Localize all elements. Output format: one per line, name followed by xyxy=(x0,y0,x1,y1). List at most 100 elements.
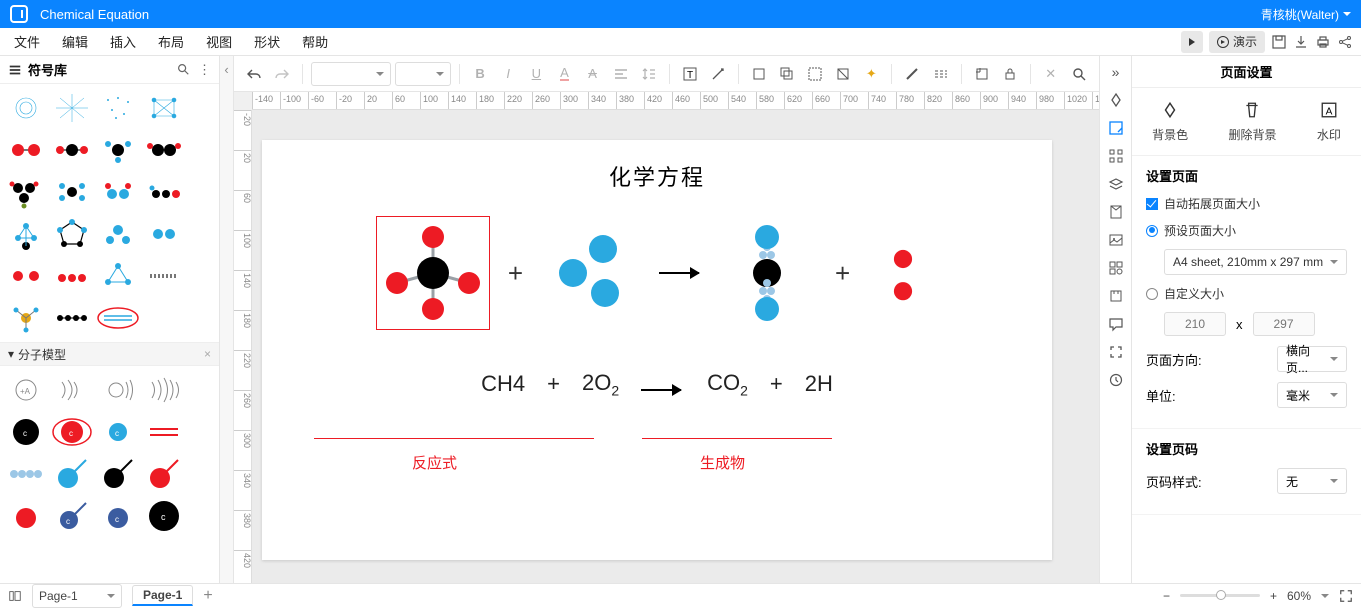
gradient-button[interactable] xyxy=(831,61,855,87)
page-tab[interactable]: Page-1 xyxy=(132,585,193,606)
shape-thumb[interactable] xyxy=(50,256,94,296)
present-button[interactable]: 演示 xyxy=(1209,31,1265,53)
shape-thumb[interactable] xyxy=(50,88,94,128)
menu-edit[interactable]: 编辑 xyxy=(62,32,88,51)
search-canvas-button[interactable] xyxy=(1067,61,1091,87)
shape-thumb[interactable] xyxy=(4,454,48,494)
connector-button[interactable] xyxy=(706,61,730,87)
share-icon[interactable] xyxy=(1337,34,1353,50)
shadow-button[interactable] xyxy=(775,61,799,87)
underline-button[interactable]: U xyxy=(524,61,548,87)
menu-view[interactable]: 视图 xyxy=(206,32,232,51)
font-family-select[interactable] xyxy=(311,62,391,86)
save-icon[interactable] xyxy=(1271,34,1287,50)
font-color-button[interactable]: A xyxy=(552,61,576,87)
slideshow-button[interactable] xyxy=(1181,31,1203,53)
shape-thumb[interactable]: c xyxy=(96,496,140,536)
preset-size-radio[interactable]: 预设页面大小 xyxy=(1146,222,1347,239)
zoom-slider[interactable] xyxy=(1180,594,1260,597)
shape-thumb[interactable] xyxy=(96,256,140,296)
outline-toggle[interactable] xyxy=(8,589,22,603)
history-icon[interactable] xyxy=(1106,370,1126,390)
canvas[interactable]: 化学方程 xyxy=(252,110,1099,583)
tools-button[interactable]: ✕ xyxy=(1039,61,1063,87)
shape-thumb[interactable] xyxy=(4,172,48,212)
undo-button[interactable] xyxy=(242,61,266,87)
shape-thumb[interactable] xyxy=(4,496,48,536)
molecule-co2[interactable] xyxy=(717,223,817,323)
shape-thumb[interactable] xyxy=(50,214,94,254)
search-icon[interactable] xyxy=(176,62,190,78)
watermark-button[interactable]: A水印 xyxy=(1317,100,1341,143)
zoom-in-button[interactable]: + xyxy=(1270,589,1277,603)
redo-button[interactable] xyxy=(270,61,294,87)
shape-thumb[interactable]: c xyxy=(96,412,140,452)
line-color-button[interactable] xyxy=(900,61,924,87)
user-menu[interactable]: 青核桃(Walter) xyxy=(1261,6,1351,23)
zoom-thumb[interactable] xyxy=(1216,590,1226,600)
strike-button[interactable]: A xyxy=(581,61,605,87)
text-tool-button[interactable]: T xyxy=(678,61,702,87)
shape-thumb[interactable]: c xyxy=(50,412,94,452)
custom-size-radio[interactable]: 自定义大小 xyxy=(1146,285,1347,302)
shape-thumb[interactable]: +A xyxy=(4,370,48,410)
line-spacing-button[interactable] xyxy=(637,61,661,87)
shape-thumb[interactable] xyxy=(4,88,48,128)
delete-bg-button[interactable]: 删除背景 xyxy=(1228,100,1276,143)
selected-molecule[interactable] xyxy=(376,216,490,330)
export-icon[interactable] xyxy=(1106,286,1126,306)
shape-thumb[interactable] xyxy=(50,130,94,170)
components-icon[interactable] xyxy=(1106,258,1126,278)
shape-thumb[interactable]: c xyxy=(4,412,48,452)
shape-thumb[interactable] xyxy=(142,214,186,254)
bold-button[interactable]: B xyxy=(468,61,492,87)
menu-insert[interactable]: 插入 xyxy=(110,32,136,51)
shape-thumb[interactable] xyxy=(96,454,140,494)
unit-select[interactable]: 毫米 xyxy=(1277,382,1347,408)
font-size-select[interactable] xyxy=(395,62,451,86)
shape-thumb[interactable] xyxy=(142,130,186,170)
molecule-o2[interactable] xyxy=(541,223,641,323)
close-section-icon[interactable]: × xyxy=(204,347,211,361)
shape-thumb[interactable] xyxy=(4,298,48,338)
shape-thumb[interactable] xyxy=(142,412,186,452)
shape-thumb[interactable] xyxy=(142,172,186,212)
fullscreen-icon[interactable] xyxy=(1106,342,1126,362)
menu-shape[interactable]: 形状 xyxy=(254,32,280,51)
line-style-button[interactable] xyxy=(928,61,952,87)
shape-thumb[interactable] xyxy=(96,172,140,212)
bg-color-button[interactable]: 背景色 xyxy=(1152,100,1188,143)
pgnum-select[interactable]: 无 xyxy=(1277,468,1347,494)
outline-icon[interactable] xyxy=(1106,202,1126,222)
shape-thumb[interactable] xyxy=(96,214,140,254)
zoom-out-button[interactable]: − xyxy=(1163,589,1170,603)
shape-thumb[interactable] xyxy=(142,88,186,128)
page-selector[interactable]: Page-1 xyxy=(32,584,122,608)
theme-icon[interactable] xyxy=(1106,90,1126,110)
crop-button[interactable] xyxy=(970,61,994,87)
shape-thumb[interactable]: c xyxy=(50,496,94,536)
add-page-button[interactable]: + xyxy=(203,587,212,605)
sidebar-collapse[interactable]: ‹ xyxy=(220,56,234,583)
auto-extend-check[interactable]: 自动拓展页面大小 xyxy=(1146,195,1347,212)
section-header-models[interactable]: ▾分子模型 × xyxy=(0,342,219,366)
print-icon[interactable] xyxy=(1315,34,1331,50)
filter-icon[interactable]: ⋮ xyxy=(198,62,211,78)
page[interactable]: 化学方程 xyxy=(262,140,1052,560)
expand-panel-icon[interactable]: » xyxy=(1106,62,1126,82)
shape-thumb[interactable] xyxy=(142,256,186,296)
menu-file[interactable]: 文件 xyxy=(14,32,40,51)
menu-help[interactable]: 帮助 xyxy=(302,32,328,51)
symbols-area[interactable]: ▾分子模型 × +A c c c c c c xyxy=(0,84,219,583)
shape-thumb[interactable] xyxy=(96,130,140,170)
shape-thumb[interactable] xyxy=(142,454,186,494)
page-settings-icon[interactable] xyxy=(1106,118,1126,138)
lock-button[interactable] xyxy=(998,61,1022,87)
width-input[interactable] xyxy=(1164,312,1226,336)
orient-select[interactable]: 横向页... xyxy=(1277,346,1347,372)
shape-thumb[interactable] xyxy=(4,214,48,254)
shape-thumb[interactable] xyxy=(142,370,186,410)
download-icon[interactable] xyxy=(1293,34,1309,50)
shape-thumb[interactable] xyxy=(50,454,94,494)
shape-thumb[interactable] xyxy=(96,370,140,410)
